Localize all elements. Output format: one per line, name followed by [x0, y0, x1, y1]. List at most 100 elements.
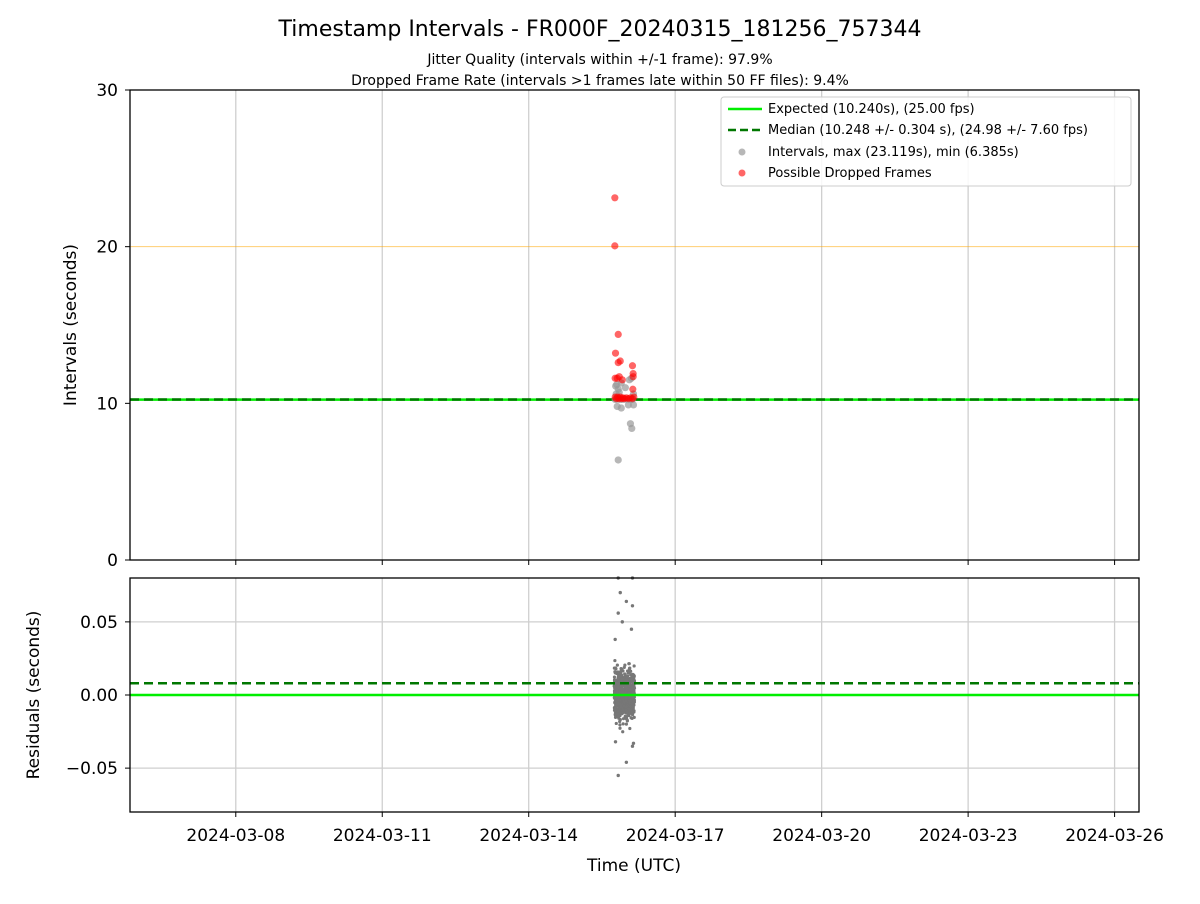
time-x-ticks: 2024-03-08 2024-03-11 2024-03-14 2024-03-17…: [186, 560, 1164, 846]
residual-point: [624, 722, 629, 726]
residual-outlier-point: [620, 620, 624, 624]
time-x-tick-label: 2024-03-17: [626, 826, 725, 846]
residuals-reference-lines: [130, 682, 1139, 697]
residual-point: [632, 664, 636, 668]
residual-point: [623, 672, 627, 676]
residual-point: [619, 704, 623, 709]
legend-median-label: Median (10.248 +/- 0.304 s), (24.98 +/- …: [768, 123, 1088, 138]
residual-point: [619, 669, 623, 673]
figure-subtitle-dropped: Dropped Frame Rate (intervals >1 frames …: [351, 73, 849, 89]
residual-point: [622, 665, 626, 670]
residual-point: [627, 666, 632, 671]
figure-subtitle-jitter: Jitter Quality (intervals within +/-1 fr…: [426, 52, 772, 68]
time-x-tick-label: 2024-03-23: [919, 826, 1018, 846]
residual-point: [630, 696, 634, 700]
residual-point: [628, 699, 633, 703]
interval-point: [629, 401, 638, 409]
dropped-frame-point: [611, 194, 619, 202]
intervals-plot: 0 10 20 30 Intervals (seconds) Expected (10…: [61, 81, 1140, 571]
residual-point: [616, 698, 620, 702]
residual-point: [625, 711, 629, 715]
residual-point: [631, 679, 635, 684]
residual-point: [615, 702, 619, 706]
residual-point: [621, 717, 626, 721]
residual-point: [615, 681, 619, 685]
residual-outlier-point: [630, 744, 635, 748]
intervals-y-tick-label: 20: [96, 238, 118, 258]
residual-point: [624, 689, 628, 693]
time-x-tick-label: 2024-03-11: [333, 826, 432, 846]
residual-point: [627, 662, 631, 666]
residual-point: [615, 683, 620, 688]
residual-point: [621, 730, 625, 734]
residual-point: [627, 707, 631, 711]
residual-point: [616, 677, 620, 681]
dropped-frame-point: [629, 373, 637, 381]
residual-point: [618, 723, 622, 727]
legend-dropped-label: Possible Dropped Frames: [768, 166, 932, 181]
residual-point: [612, 675, 617, 679]
residual-point: [614, 721, 618, 726]
residual-point: [625, 718, 629, 722]
interval-point: [624, 401, 632, 409]
residuals-y-tick-label: 0.00: [80, 686, 118, 706]
residual-point: [621, 722, 625, 726]
interval-point: [614, 456, 622, 464]
residual-outlier-point: [630, 604, 635, 608]
residual-point: [613, 678, 617, 682]
dropped-frame-point: [628, 362, 637, 370]
residual-point: [631, 699, 635, 704]
time-x-tick-label: 2024-03-08: [186, 826, 285, 846]
residual-point: [632, 686, 637, 690]
residual-point: [618, 726, 622, 730]
residual-point: [631, 704, 635, 708]
intervals-axes-frame: [129, 89, 1140, 561]
residual-point: [628, 704, 632, 709]
legend-expected-label: Expected (10.240s), (25.00 fps): [768, 102, 975, 117]
legend-intervals-swatch: [738, 148, 746, 156]
residual-point: [613, 686, 617, 690]
residual-outlier-point: [613, 637, 617, 642]
residual-outlier-point: [618, 590, 622, 595]
intervals-grid: [235, 90, 1116, 560]
residual-point: [615, 688, 619, 692]
time-x-tick-label: 2024-03-14: [479, 826, 578, 846]
residual-point: [619, 671, 623, 676]
legend-box: [720, 96, 1132, 187]
intervals-y-tick-label: 30: [96, 81, 118, 101]
residuals-y-tick-label: 0.05: [80, 613, 118, 633]
time-x-tick-label: 2024-03-26: [1065, 826, 1164, 846]
intervals-y-tick-label: 10: [96, 394, 118, 414]
residual-point: [632, 715, 636, 719]
dropped-frame-point: [629, 385, 637, 393]
residual-point: [613, 670, 617, 674]
residual-outlier-point: [616, 773, 620, 778]
residual-point: [613, 658, 617, 663]
figure-title: Timestamp Intervals - FR000F_20240315_18…: [278, 17, 922, 42]
dropped-frame-point: [614, 330, 622, 338]
residual-point: [613, 697, 617, 701]
residual-point: [619, 667, 623, 671]
residuals-y-tick-label: −0.05: [66, 759, 118, 779]
dropped-frame-point: [611, 242, 619, 250]
interval-point: [617, 404, 625, 412]
intervals-y-ticks: 0 10 20 30: [96, 81, 130, 571]
residuals-y-axis-label: Residuals (seconds): [24, 611, 44, 780]
residual-outlier-point: [616, 611, 620, 615]
residuals-y-ticks: −0.05 0.00 0.05: [66, 613, 130, 779]
residual-point: [617, 711, 622, 715]
residual-point: [624, 696, 628, 700]
dropped-frame-point: [616, 357, 624, 365]
residual-outlier-point: [613, 740, 618, 744]
dropped-frame-point: [618, 376, 626, 384]
residual-outlier-point: [631, 741, 636, 745]
residual-point: [613, 666, 617, 670]
residual-point: [612, 708, 617, 712]
residual-outlier-point: [624, 599, 629, 604]
residual-point: [613, 712, 617, 716]
legend-intervals-label: Intervals, max (23.119s), min (6.385s): [768, 145, 1019, 160]
residual-point: [621, 711, 625, 715]
residual-point: [628, 726, 632, 731]
residual-point: [618, 719, 622, 724]
